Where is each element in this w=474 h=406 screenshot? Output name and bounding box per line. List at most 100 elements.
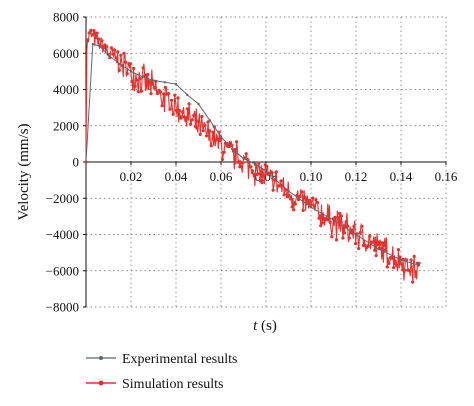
- simulation-point: [220, 157, 224, 162]
- simulation-point: [90, 33, 94, 37]
- x-axis-title: t (s): [253, 318, 277, 334]
- simulation-point: [170, 98, 174, 102]
- simulation-point: [201, 129, 205, 133]
- simulation-point: [395, 264, 399, 268]
- simulation-point: [311, 196, 315, 200]
- simulation-point: [109, 46, 113, 50]
- simulation-point: [262, 174, 266, 178]
- simulation-point: [139, 89, 144, 93]
- experimental-point: [208, 119, 211, 122]
- experimental-point: [332, 218, 335, 222]
- simulation-point: [149, 92, 153, 96]
- simulation-point: [235, 140, 239, 144]
- simulation-point: [309, 203, 313, 207]
- simulation-point: [315, 201, 320, 205]
- simulation-point: [333, 215, 337, 219]
- simulation-point: [162, 92, 166, 96]
- simulation-point: [147, 79, 151, 83]
- simulation-point: [300, 190, 304, 194]
- simulation-point: [282, 193, 286, 197]
- simulation-point: [158, 90, 163, 94]
- simulation-point: [138, 77, 142, 81]
- legend: Experimental results Simulation results: [86, 352, 237, 392]
- simulation-point: [279, 179, 283, 183]
- simulation-point: [146, 72, 150, 77]
- simulation-point: [181, 110, 185, 114]
- simulation-point: [92, 29, 96, 33]
- simulation-point: [203, 123, 207, 127]
- simulation-point: [319, 224, 323, 228]
- simulation-point: [384, 248, 388, 252]
- simulation-point: [328, 220, 332, 224]
- simulation-point: [371, 240, 375, 244]
- simulation-point: [111, 52, 115, 56]
- x-tick-label: 0.10: [300, 169, 323, 184]
- simulation-point: [376, 243, 380, 247]
- experimental-point: [264, 169, 268, 173]
- experimental-point: [354, 233, 358, 236]
- experimental-point: [152, 79, 155, 82]
- y-tick-label: 2000: [53, 118, 79, 133]
- x-tick-label: 0.16: [435, 169, 458, 184]
- legend-item-experimental: Experimental results: [86, 352, 237, 367]
- simulation-point: [360, 224, 364, 228]
- simulation-point: [289, 197, 293, 201]
- simulation-point: [178, 109, 182, 113]
- simulation-point: [385, 265, 389, 269]
- simulation-point: [206, 120, 210, 124]
- simulation-point: [347, 236, 351, 240]
- simulation-point: [135, 78, 139, 82]
- simulation-point: [222, 150, 226, 154]
- simulation-point: [308, 198, 312, 202]
- simulation-point: [166, 92, 171, 96]
- experimental-point: [186, 93, 189, 97]
- simulation-point: [304, 197, 308, 202]
- simulation-point: [334, 238, 339, 242]
- y-tick-label: 6000: [53, 46, 79, 61]
- simulation-point: [363, 243, 367, 247]
- simulation-point: [260, 181, 264, 185]
- y-tick-label: 4000: [53, 82, 79, 97]
- simulation-point: [230, 143, 234, 148]
- simulation-point: [136, 90, 140, 94]
- simulation-point: [274, 170, 278, 174]
- simulation-point: [119, 53, 123, 57]
- simulation-point: [100, 39, 104, 43]
- simulation-point: [163, 85, 167, 89]
- x-tick-label: 0.14: [390, 169, 413, 184]
- simulation-point: [314, 198, 318, 202]
- simulation-point: [358, 230, 362, 235]
- simulation-point: [198, 132, 202, 136]
- simulation-point: [298, 194, 302, 198]
- simulation-point: [392, 266, 396, 270]
- simulation-point: [373, 248, 377, 252]
- legend-marker-experimental: [99, 356, 103, 360]
- simulation-point: [219, 137, 223, 141]
- y-axis-title: Velocity (mm/s): [16, 123, 32, 220]
- experimental-point: [91, 43, 95, 46]
- y-tick-label: 0: [73, 155, 80, 170]
- experimental-point: [141, 75, 144, 79]
- simulation-point: [211, 130, 215, 134]
- simulation-point: [87, 31, 91, 35]
- simulation-point: [317, 216, 321, 220]
- simulation-point: [249, 165, 253, 169]
- simulation-point: [216, 137, 220, 141]
- simulation-point: [189, 122, 193, 126]
- x-axis-unit: (s): [257, 318, 277, 334]
- simulation-point: [368, 234, 372, 238]
- simulation-point: [350, 228, 354, 232]
- simulation-point: [327, 218, 331, 222]
- simulation-point: [255, 172, 259, 176]
- simulation-point: [252, 172, 256, 176]
- simulation-point: [339, 214, 343, 218]
- simulation-point: [86, 38, 90, 42]
- simulation-point: [236, 160, 240, 164]
- simulation-point: [151, 82, 155, 86]
- legend-item-simulation: Simulation results: [86, 377, 224, 392]
- simulation-point: [342, 231, 347, 235]
- simulation-point: [374, 254, 378, 258]
- simulation-point: [398, 255, 402, 259]
- simulation-point: [95, 31, 99, 35]
- experimental-point: [163, 81, 166, 84]
